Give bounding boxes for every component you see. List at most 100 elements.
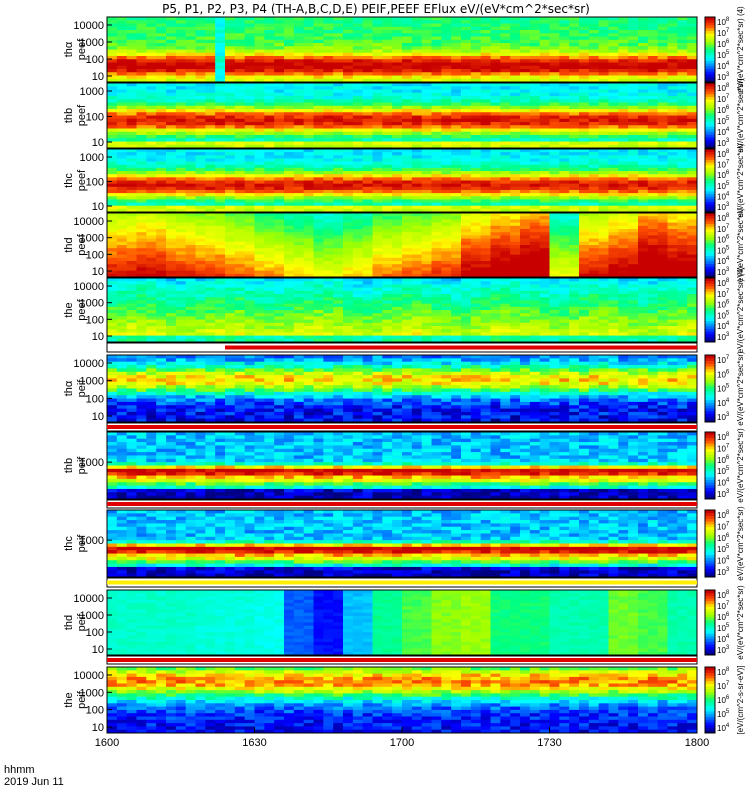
heatmap-cell [539, 257, 550, 262]
heatmap-cell [185, 83, 196, 87]
heatmap-cell [156, 33, 167, 37]
heatmap-cell [343, 92, 354, 97]
heatmap-cell [254, 241, 265, 246]
heatmap-cell [225, 196, 236, 200]
heatmap-cell [175, 72, 187, 76]
heatmap-cell [293, 189, 305, 194]
heatmap-cell [687, 199, 698, 203]
heatmap-cell [628, 257, 639, 262]
heatmap-cell [559, 26, 570, 31]
heatmap-cell [411, 267, 423, 271]
colorbar-swatch [705, 104, 715, 108]
heatmap-cell [333, 78, 344, 83]
heatmap-cell [402, 65, 413, 70]
heatmap-cell [470, 193, 482, 197]
heatmap-cell [569, 235, 580, 239]
heatmap-cell [618, 141, 629, 146]
heatmap-cell [431, 186, 442, 191]
colorbar-swatch [705, 107, 715, 111]
heatmap-cell [323, 46, 334, 50]
heatmap-cell [588, 186, 600, 191]
heatmap-cell [510, 167, 521, 172]
heatmap-cell [352, 122, 364, 126]
heatmap-cell [598, 23, 609, 28]
heatmap-cell [225, 152, 236, 156]
heatmap-cell [549, 261, 560, 265]
heatmap-cell [628, 216, 639, 220]
heatmap-cell [126, 89, 137, 94]
heatmap-cell [608, 30, 619, 34]
heatmap-cell [500, 138, 511, 142]
heatmap-cell [126, 72, 137, 76]
heatmap-cell [667, 174, 678, 178]
heatmap-cell [284, 251, 295, 255]
heatmap-cell [441, 245, 452, 249]
heatmap-cell [293, 177, 305, 181]
heatmap-cell [343, 115, 354, 120]
heatmap-cell [284, 241, 295, 246]
heatmap-cell [559, 235, 570, 239]
colorbar-swatch [705, 145, 715, 149]
heatmap-cell [264, 193, 275, 197]
heatmap-cell [372, 125, 383, 129]
heatmap-cell [579, 202, 590, 207]
heatmap-cell [638, 86, 649, 90]
heatmap-cell [352, 177, 364, 181]
heatmap-cell [107, 46, 118, 50]
heatmap-cell [677, 264, 688, 268]
heatmap-cell [618, 56, 629, 60]
heatmap-cell [608, 270, 619, 275]
heatmap-cell [402, 270, 413, 275]
heatmap-cell [303, 202, 314, 207]
heatmap-cell [372, 109, 383, 113]
heatmap-cell [598, 52, 609, 57]
heatmap-cell [234, 199, 246, 203]
heatmap-cell [323, 186, 334, 191]
heatmap-cell [343, 49, 354, 54]
heatmap-cell [382, 205, 393, 210]
heatmap-cell [598, 109, 609, 113]
heatmap-cell [313, 248, 324, 252]
heatmap-cell [667, 36, 678, 41]
heatmap-cell [205, 202, 216, 207]
heatmap-cell [628, 99, 639, 103]
heatmap-cell [520, 43, 531, 47]
heatmap-cell [195, 180, 206, 185]
heatmap-cell [205, 267, 216, 271]
heatmap-cell [549, 125, 560, 129]
heatmap-cell [559, 128, 570, 133]
heatmap-cell [284, 164, 295, 169]
heatmap-cell [677, 112, 688, 116]
heatmap-cell [490, 149, 501, 153]
heatmap-cell [579, 118, 590, 123]
heatmap-cell [146, 96, 157, 100]
heatmap-cell [264, 72, 275, 76]
heatmap-cell [608, 33, 619, 37]
heatmap-cell [185, 43, 196, 47]
heatmap-cell [303, 128, 314, 133]
heatmap-cell [323, 26, 334, 31]
colorbar-swatch [705, 126, 715, 130]
heatmap-cell [244, 229, 255, 233]
heatmap-cell [392, 75, 403, 80]
heatmap-cell [608, 196, 619, 200]
heatmap-cell [175, 144, 187, 149]
heatmap-cell [303, 261, 314, 265]
heatmap-cell [470, 23, 482, 28]
heatmap-cell [156, 225, 167, 230]
heatmap-cell [569, 39, 580, 44]
heatmap-cell [107, 222, 118, 227]
heatmap-cell [107, 319, 118, 324]
heatmap-cell [126, 235, 137, 239]
heatmap-cell [431, 177, 442, 181]
heatmap-cell [618, 189, 629, 194]
heatmap-cell [215, 216, 226, 220]
heatmap-cell [500, 202, 511, 207]
heatmap-cell [421, 17, 432, 21]
heatmap-cell [372, 23, 383, 28]
heatmap-cell [362, 155, 373, 159]
heatmap-cell [529, 222, 541, 227]
heatmap-cell [362, 69, 373, 73]
heatmap-cell [608, 238, 619, 243]
heatmap-cell [608, 183, 619, 188]
